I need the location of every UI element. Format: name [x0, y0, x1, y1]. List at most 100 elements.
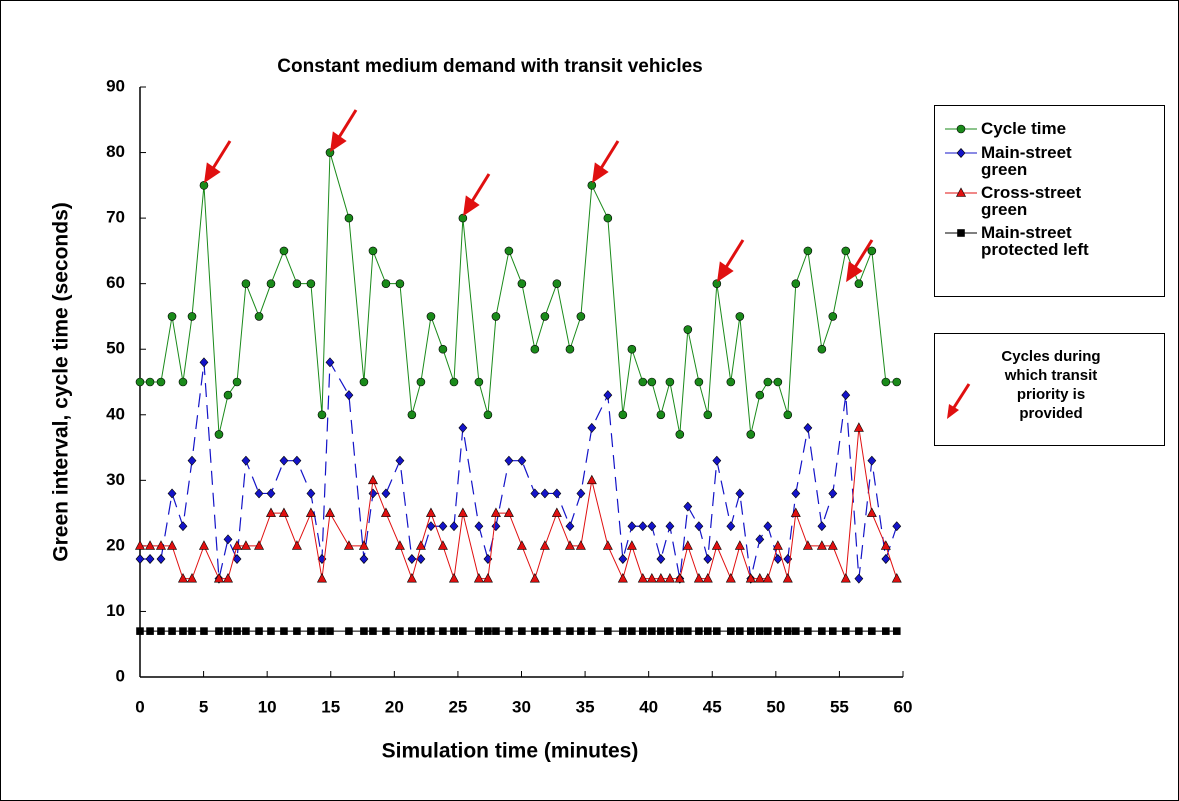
- marker: [746, 627, 755, 635]
- marker: [516, 540, 527, 550]
- legend-label: Main-street protected left: [981, 223, 1089, 259]
- marker: [168, 627, 176, 635]
- marker: [517, 455, 527, 466]
- marker: [474, 521, 484, 532]
- x-tick-label: 10: [258, 697, 277, 716]
- marker: [240, 540, 251, 550]
- legend-entry: Cross-street green: [941, 184, 1154, 218]
- marker: [727, 627, 735, 635]
- marker: [449, 521, 459, 532]
- y-tick-label: 30: [106, 470, 125, 489]
- marker: [626, 540, 637, 550]
- marker: [492, 627, 500, 635]
- legend-label: Cycle time: [981, 119, 1067, 138]
- marker: [726, 521, 736, 532]
- marker: [828, 312, 838, 321]
- marker: [867, 455, 877, 466]
- x-tick-label: 35: [576, 697, 595, 716]
- marker: [266, 488, 276, 499]
- marker: [307, 627, 315, 635]
- marker: [956, 187, 966, 197]
- marker: [381, 488, 391, 499]
- marker: [763, 521, 773, 532]
- y-tick-label: 10: [106, 601, 125, 620]
- marker: [306, 279, 316, 288]
- marker: [638, 377, 648, 387]
- marker: [233, 627, 241, 635]
- marker: [745, 573, 756, 583]
- legend-entry: Main-street protected left: [941, 224, 1154, 258]
- marker: [484, 627, 492, 635]
- marker: [448, 573, 459, 583]
- marker: [866, 507, 877, 517]
- marker: [254, 312, 264, 321]
- x-tick-label: 60: [894, 697, 913, 716]
- marker: [395, 279, 405, 288]
- marker: [316, 573, 327, 583]
- marker: [145, 540, 156, 550]
- marker: [415, 540, 426, 550]
- marker: [791, 488, 801, 499]
- marker: [317, 410, 327, 420]
- legend-label: Main-street green: [981, 143, 1072, 179]
- marker: [828, 488, 838, 499]
- marker: [266, 279, 276, 288]
- marker: [674, 573, 685, 583]
- marker: [368, 246, 378, 256]
- marker: [417, 627, 425, 635]
- marker: [841, 627, 850, 635]
- y-tick-label: 20: [106, 535, 125, 554]
- marker: [223, 534, 233, 545]
- marker: [529, 573, 540, 583]
- marker: [530, 344, 540, 354]
- marker: [325, 357, 335, 368]
- marker: [956, 148, 966, 158]
- x-tick-label: 5: [199, 697, 208, 716]
- marker: [360, 627, 368, 635]
- marker: [854, 573, 864, 584]
- marker: [783, 627, 792, 635]
- marker: [711, 540, 722, 550]
- marker: [617, 573, 628, 583]
- legend-swatch: [945, 229, 977, 237]
- marker: [306, 488, 316, 499]
- marker: [503, 507, 514, 517]
- marker: [199, 357, 209, 368]
- marker: [490, 507, 501, 517]
- y-tick-label: 40: [106, 404, 125, 423]
- marker: [588, 627, 596, 635]
- marker: [702, 573, 713, 583]
- marker: [482, 573, 493, 583]
- marker: [762, 573, 773, 583]
- marker: [241, 279, 251, 288]
- marker: [791, 279, 801, 288]
- legend-swatch: [945, 187, 977, 197]
- marker: [553, 627, 561, 635]
- marker: [840, 573, 851, 583]
- marker: [426, 521, 436, 532]
- marker: [586, 474, 597, 485]
- marker: [566, 627, 574, 635]
- marker: [369, 627, 377, 635]
- marker: [254, 488, 264, 499]
- marker: [619, 627, 627, 635]
- marker: [416, 554, 426, 564]
- marker: [552, 279, 562, 288]
- marker: [136, 627, 144, 635]
- marker: [254, 540, 265, 550]
- marker: [683, 501, 693, 512]
- marker: [278, 507, 289, 517]
- x-tick-label: 25: [448, 697, 467, 716]
- x-axis-label: Simulation time (minutes): [382, 740, 639, 763]
- marker: [293, 627, 301, 635]
- marker: [755, 390, 765, 400]
- marker: [200, 627, 208, 635]
- marker: [755, 534, 765, 545]
- marker: [565, 344, 575, 354]
- legend-swatch: [945, 148, 977, 158]
- marker: [655, 573, 666, 583]
- y-tick-label: 60: [106, 273, 125, 292]
- marker: [539, 540, 550, 550]
- marker: [656, 410, 666, 420]
- marker: [167, 488, 177, 499]
